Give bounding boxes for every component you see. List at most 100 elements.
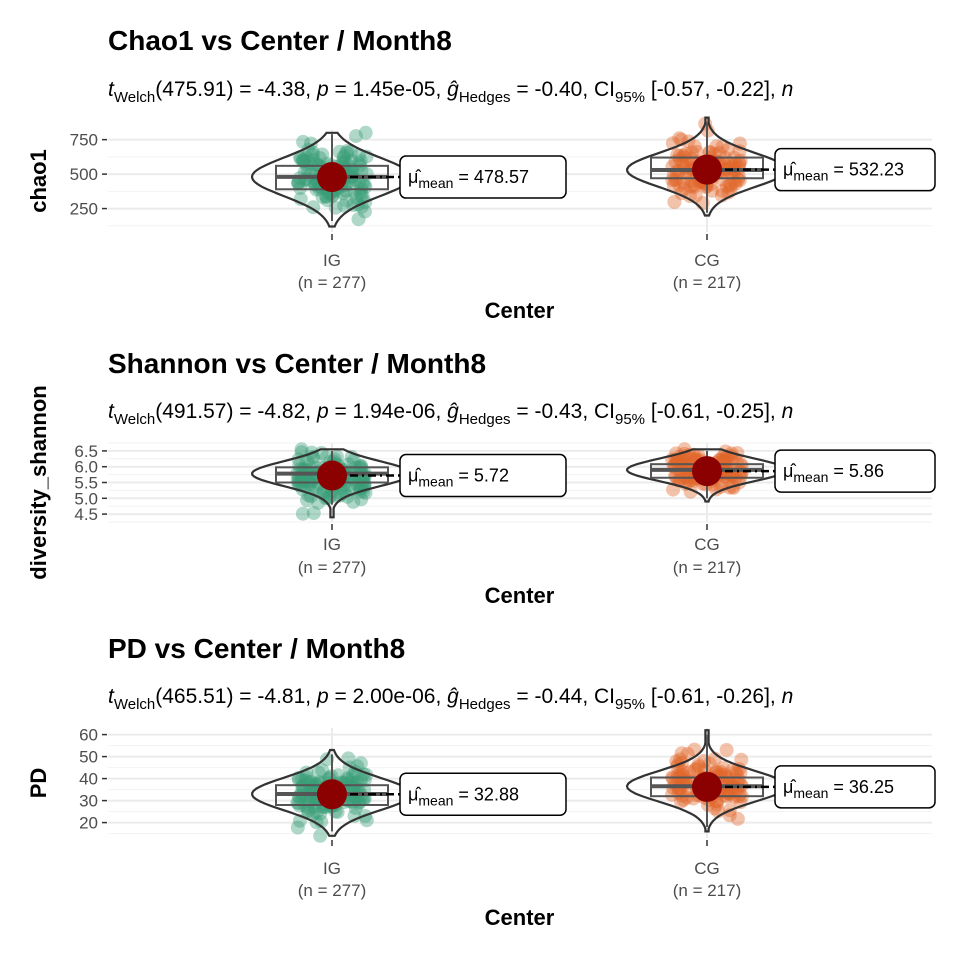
data-point [313, 828, 328, 843]
data-point [679, 790, 694, 805]
mean-label-box [399, 772, 567, 817]
data-point [357, 204, 372, 219]
data-point [302, 458, 317, 473]
mean-label: μ̂mean = 5.72 [408, 466, 509, 490]
data-point [682, 765, 697, 780]
data-point [352, 148, 366, 163]
data-point [347, 780, 361, 795]
data-point [344, 153, 359, 168]
data-point [715, 761, 730, 776]
data-point [354, 492, 369, 507]
data-point [295, 477, 310, 492]
data-point [728, 764, 743, 779]
data-point [343, 144, 358, 159]
y-tick-label: 6.5 [74, 442, 98, 461]
chart-title: Chao1 vs Center / Month8 [108, 25, 452, 56]
violin-outline [625, 448, 789, 503]
data-point [675, 764, 690, 779]
data-point [332, 144, 347, 159]
data-point [331, 768, 346, 783]
data-point [715, 452, 730, 466]
data-point [302, 473, 317, 488]
data-point [710, 797, 724, 812]
data-point [732, 156, 747, 171]
data-point [313, 806, 327, 821]
data-point [295, 506, 310, 521]
x-category-label: IG [323, 251, 341, 270]
x-category-n: (n = 217) [673, 273, 742, 292]
data-point [721, 772, 736, 786]
data-point [729, 455, 744, 469]
data-point [301, 474, 316, 489]
data-point [728, 156, 743, 171]
data-point [296, 134, 311, 149]
data-point [306, 506, 321, 520]
data-point [355, 188, 370, 203]
data-point [683, 189, 697, 203]
data-point [346, 494, 361, 509]
data-point [725, 762, 740, 777]
data-point [670, 148, 685, 163]
data-point [731, 172, 746, 187]
data-point [299, 157, 314, 172]
data-point [683, 451, 698, 466]
y-tick-label: 40 [79, 770, 98, 789]
data-point [340, 144, 355, 158]
group-ig: μ̂mean = 478.57 IG (n = 277) [250, 125, 567, 292]
data-point [665, 173, 680, 187]
group-ig: μ̂mean = 32.88 IG (n = 277) [251, 748, 567, 900]
data-point [687, 178, 702, 193]
data-point [686, 180, 701, 195]
data-point [305, 147, 320, 162]
data-point [357, 477, 372, 491]
data-point [315, 190, 330, 205]
data-point [296, 779, 311, 794]
data-point [347, 808, 362, 823]
data-point [292, 458, 307, 473]
data-point [725, 451, 740, 466]
chart-panel-3: PD vs Center / Month8 tWelch(465.51) = -4… [26, 633, 936, 930]
data-point [691, 759, 706, 774]
data-point [347, 776, 362, 791]
data-point [730, 446, 745, 460]
data-point [669, 446, 684, 461]
x-category-label: CG [694, 251, 720, 270]
mean-label-box [399, 155, 567, 199]
data-point [351, 796, 366, 811]
data-point [713, 764, 728, 779]
data-point [709, 139, 724, 154]
data-point [346, 453, 361, 468]
data-point [719, 179, 734, 194]
data-point [315, 147, 330, 162]
y-tick-label: 20 [79, 814, 98, 833]
data-point [320, 193, 335, 208]
data-point [722, 177, 737, 192]
data-point [322, 488, 337, 503]
data-point [336, 150, 351, 165]
data-point [705, 183, 719, 198]
data-point [713, 480, 728, 495]
data-point [296, 473, 311, 488]
data-point [680, 746, 695, 761]
mean-label: μ̂mean = 478.57 [408, 167, 529, 191]
data-point [723, 182, 738, 197]
data-point [327, 488, 342, 503]
data-point [320, 490, 335, 505]
data-point [678, 469, 693, 484]
data-point [709, 482, 724, 497]
data-point [357, 773, 372, 788]
data-point [356, 473, 371, 488]
chart-title: Shannon vs Center / Month8 [108, 348, 486, 379]
data-point [302, 477, 317, 492]
data-point [330, 449, 344, 464]
data-point [319, 189, 334, 204]
violin-outline [250, 131, 414, 228]
data-point [722, 786, 737, 801]
x-category-label: CG [694, 535, 720, 554]
data-point [667, 173, 682, 187]
data-point [669, 454, 684, 469]
y-tick-label: 250 [70, 200, 98, 219]
data-point [315, 763, 330, 778]
data-point [298, 773, 313, 788]
data-point [291, 175, 306, 190]
